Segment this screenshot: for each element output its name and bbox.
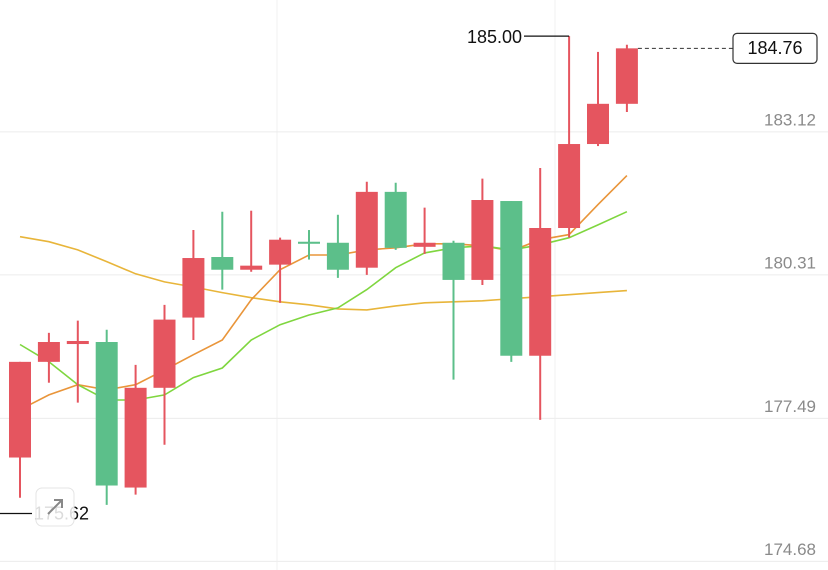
candle-body (240, 265, 263, 270)
y-tick-label: 180.31 (764, 253, 816, 272)
labels: 183.12180.31177.49174.68185.00175.62184.… (0, 27, 818, 559)
expand-icon (47, 499, 63, 515)
candle-body (298, 241, 320, 244)
candle-body (413, 242, 436, 247)
candle-body (529, 228, 552, 356)
candle-body (500, 201, 523, 356)
candles (9, 36, 638, 505)
candle-body (9, 361, 31, 458)
candle-body (558, 144, 581, 228)
last-price-box (732, 32, 818, 64)
y-tick-label: 177.49 (764, 397, 816, 416)
candle-body (211, 257, 234, 270)
expand-button[interactable] (35, 487, 75, 527)
y-tick-label: 183.12 (764, 110, 816, 129)
ma-line (19, 210, 628, 401)
candle-body (442, 242, 465, 280)
ma-line (19, 235, 627, 311)
candle-body (326, 242, 349, 270)
candle-body (66, 340, 89, 345)
grid (0, 131, 828, 562)
candle-body (153, 319, 176, 388)
candle-body (615, 48, 638, 104)
candle-body (471, 200, 494, 280)
last-price-label: 184.76 (747, 38, 802, 58)
candle-body (95, 342, 118, 486)
y-tick-label: 174.68 (764, 540, 816, 559)
high-marker-label: 185.00 (467, 27, 522, 47)
candle-body (355, 191, 378, 268)
ma-lines (19, 175, 628, 411)
ma-line (19, 175, 628, 411)
candle-body (587, 103, 609, 145)
candle-body (182, 258, 205, 318)
candle-body (269, 239, 292, 265)
candle-body (124, 387, 147, 488)
candle-body (37, 342, 60, 362)
candle-body (384, 191, 407, 248)
